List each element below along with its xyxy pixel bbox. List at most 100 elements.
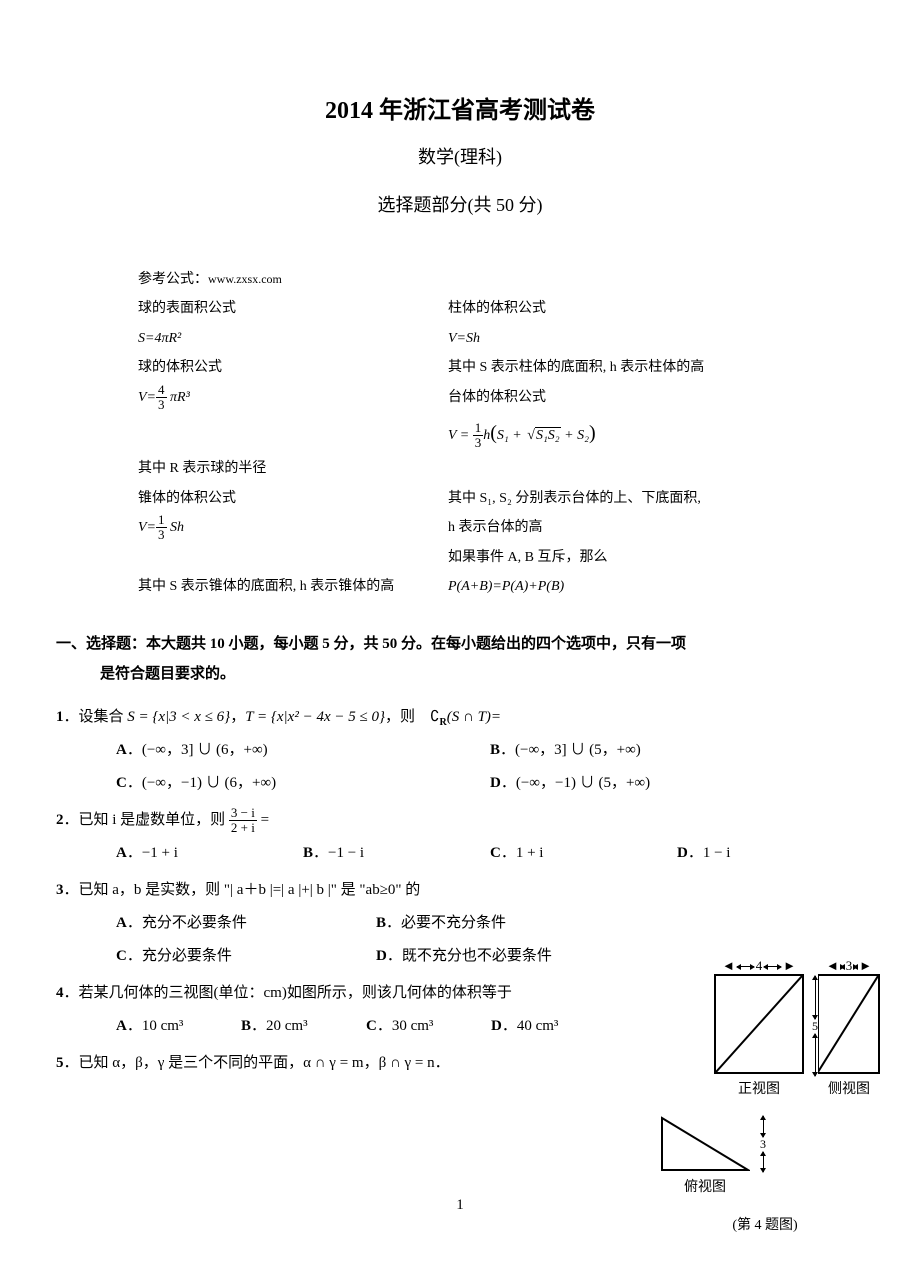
question-text: ．若某几何体的三视图(单位：cm)如图所示，则该几何体的体积等于	[64, 985, 512, 1001]
option-label: C	[366, 1018, 377, 1034]
formula-fragment: V=	[138, 520, 156, 535]
formula-fragment: V=	[138, 390, 156, 405]
figure-overall-caption: (第 4 题图)	[650, 1214, 880, 1234]
option-label: B	[376, 915, 386, 931]
question-text: ．已知 a，b 是实数，则 "| a＋b |=| a |+| b |" 是 "a…	[64, 882, 421, 898]
option-label: D	[490, 775, 501, 791]
option-label: D	[491, 1018, 502, 1034]
question-number: 2	[56, 812, 64, 828]
option-label: A	[116, 915, 127, 931]
heading-line: 是符合题目要求的。	[56, 659, 864, 689]
option-b: B．−1 − i	[303, 837, 490, 870]
option-d: D．(−∞，−1) ∪ (5，+∞)	[490, 767, 864, 800]
option-b: B．20 cm³	[241, 1010, 366, 1043]
question-text: ．已知 α，β，γ 是三个不同的平面，α ∩ γ = m，β ∩ γ = n．	[64, 1055, 450, 1071]
option-label: D	[376, 948, 387, 964]
page-title: 2014 年浙江省高考测试卷	[56, 90, 864, 125]
formula-text: h 表示台体的高	[448, 513, 864, 543]
formula-text: 如果事件 A, B 互斥，那么	[448, 543, 864, 572]
formula-reference-block: 参考公式：www.zxsx.com 球的表面积公式 柱体的体积公式 S=4πR²…	[56, 265, 864, 601]
option-text: ．既不充分也不必要条件	[387, 948, 552, 964]
figure-q4: ◄4► 5 正视图 ◄3► 侧视图	[650, 958, 880, 1234]
option-label: C	[116, 948, 127, 964]
option-c: C．30 cm³	[366, 1010, 491, 1043]
formula-text: 其中 R 表示球的半径	[138, 454, 448, 483]
question-text: ．设集合	[64, 709, 128, 725]
figure-caption: 正视图	[714, 1078, 804, 1098]
option-a: A．充分不必要条件	[116, 907, 376, 940]
frac-num: 4	[156, 383, 167, 398]
option-text: ．20 cm³	[251, 1018, 308, 1034]
frac-num: 3 − i	[229, 806, 257, 821]
option-text: ．充分不必要条件	[127, 915, 247, 931]
question-text: =	[257, 812, 269, 828]
dim-label: 4	[756, 958, 763, 974]
option-a: A．−1 + i	[116, 837, 303, 870]
option-label: A	[116, 1018, 127, 1034]
option-c: C．1 + i	[490, 837, 677, 870]
formula-text: 台体的体积公式	[448, 383, 864, 413]
formula-text: P(A+B)=P(A)+P(B)	[448, 572, 864, 601]
formula-text: 球的体积公式	[138, 353, 448, 382]
option-text: ．(−∞，3] ∪ (6，+∞)	[127, 742, 268, 758]
formula-text: V=43 πR³	[138, 383, 448, 413]
option-text: ．1 − i	[688, 845, 731, 861]
option-label: B	[241, 1018, 251, 1034]
question-number: 1	[56, 709, 64, 725]
paren: (	[490, 422, 497, 444]
figure-caption: 俯视图	[660, 1176, 750, 1196]
frac-den: 3	[156, 528, 167, 542]
option-d: D．既不充分也不必要条件	[376, 940, 636, 973]
question-number: 5	[56, 1055, 64, 1071]
formula-text: 锥体的体积公式	[138, 484, 448, 513]
ref-url: www.zxsx.com	[208, 272, 282, 286]
formula-text: 柱体的体积公式	[448, 294, 864, 323]
frac-den: 2 + i	[229, 821, 257, 835]
dim-label: 3	[760, 1137, 766, 1152]
frac-num: 1	[156, 513, 167, 528]
formula-text: 其中 S₁, S₂ 分别表示台体的上、下底面积,	[448, 484, 864, 513]
question-number: 3	[56, 882, 64, 898]
formula-text: S=4πR²	[138, 324, 448, 353]
option-c: C．(−∞，−1) ∪ (6，+∞)	[116, 767, 490, 800]
section-label: 选择题部分(共 50 分)	[56, 191, 864, 217]
sep: ，	[230, 709, 245, 725]
sqrt-radicand: S₁S₂	[535, 427, 561, 443]
section-heading: 一、选择题：本大题共 10 小题，每小题 5 分，共 50 分。在每小题给出的四…	[56, 629, 864, 689]
option-text: ．充分必要条件	[127, 948, 232, 964]
option-label: D	[677, 845, 688, 861]
option-text: ．必要不充分条件	[386, 915, 506, 931]
formula-text: 其中 S 表示锥体的底面积, h 表示锥体的高	[138, 572, 448, 601]
formula-fragment: πR³	[167, 390, 190, 405]
option-text: ．(−∞，3] ∪ (5，+∞)	[500, 742, 641, 758]
math-expr: T = {x|x² − 4x − 5 ≤ 0}	[245, 709, 385, 725]
frac-num: 1	[473, 421, 484, 436]
question-1: 1．设集合 S = {x|3 < x ≤ 6}，T = {x|x² − 4x −…	[56, 701, 864, 800]
option-text: ．(−∞，−1) ∪ (6，+∞)	[127, 775, 276, 791]
option-label: B	[490, 742, 500, 758]
formula-text: 球的表面积公式	[138, 294, 448, 323]
frac-den: 3	[156, 398, 167, 412]
option-label: A	[116, 742, 127, 758]
option-text: ．1 + i	[501, 845, 544, 861]
option-label: A	[116, 845, 127, 861]
formula-text: V = 13h(S₁ + S₁S₂ + S₂)	[448, 412, 864, 454]
subscript: R	[440, 717, 447, 728]
option-text: ．40 cm³	[502, 1018, 559, 1034]
option-d: D．1 − i	[677, 837, 864, 870]
question-2: 2．已知 i 是虚数单位，则 3 − i2 + i = A．−1 + i B．−…	[56, 804, 864, 870]
question-number: 4	[56, 985, 64, 1001]
option-label: B	[303, 845, 313, 861]
option-text: ．−1 − i	[313, 845, 364, 861]
dim-label: 3	[846, 958, 853, 974]
figure-caption: 侧视图	[818, 1078, 880, 1098]
option-label: C	[490, 845, 501, 861]
page-number: 1	[0, 1197, 920, 1214]
option-a: A．10 cm³	[116, 1010, 241, 1043]
option-a: A．(−∞，3] ∪ (6，+∞)	[116, 734, 490, 767]
math-expr: (S ∩ T)=	[447, 709, 501, 725]
subtitle: 数学(理科)	[56, 143, 864, 169]
option-b: B．(−∞，3] ∪ (5，+∞)	[490, 734, 864, 767]
formula-text	[138, 412, 448, 454]
ref-label: 参考公式：	[138, 272, 208, 287]
